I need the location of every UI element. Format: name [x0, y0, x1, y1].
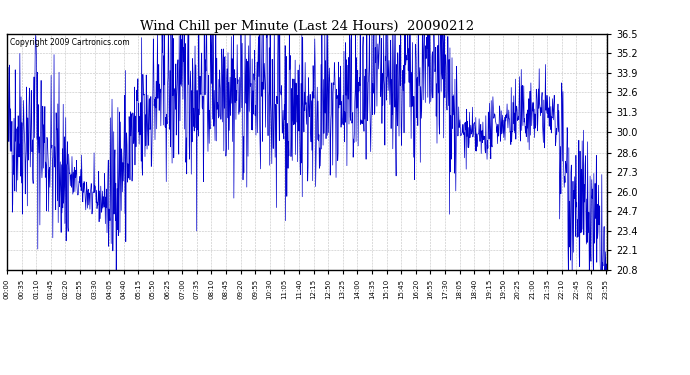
Text: Copyright 2009 Cartronics.com: Copyright 2009 Cartronics.com: [10, 39, 130, 48]
Title: Wind Chill per Minute (Last 24 Hours)  20090212: Wind Chill per Minute (Last 24 Hours) 20…: [140, 20, 474, 33]
